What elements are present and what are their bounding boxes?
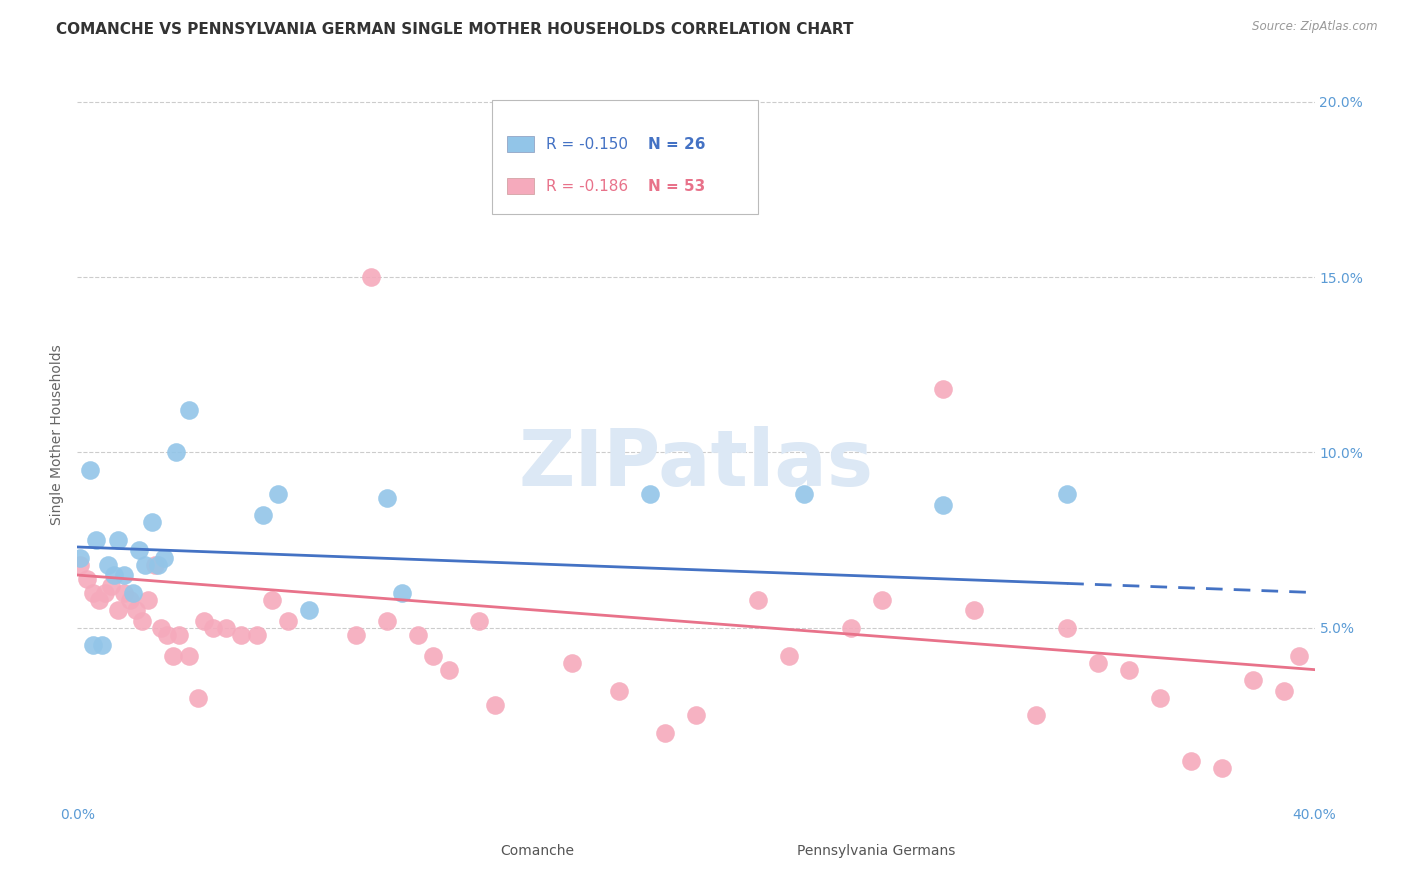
Point (118, 592, 141, 607)
Point (246, 627, 269, 641)
Point (131, 614, 153, 628)
Point (141, 516, 163, 530)
Point (360, 270, 382, 285)
Text: Comanche: Comanche (501, 844, 575, 857)
Text: R = -0.150: R = -0.150 (547, 136, 628, 152)
Text: N = 53: N = 53 (648, 178, 704, 194)
Point (165, 445, 187, 459)
Point (84, 533, 107, 547)
Point (422, 648, 444, 663)
Point (778, 648, 800, 663)
Point (143, 558, 166, 572)
Point (193, 614, 215, 628)
Point (87, 592, 110, 607)
FancyBboxPatch shape (492, 100, 758, 214)
Point (128, 543, 150, 558)
Point (153, 550, 176, 565)
Point (406, 627, 429, 641)
Point (146, 558, 169, 572)
Point (1087, 656, 1109, 670)
Point (437, 663, 460, 677)
Text: R = -0.186: R = -0.186 (547, 178, 628, 194)
Point (149, 621, 172, 635)
Point (391, 585, 413, 599)
Point (685, 708, 707, 723)
Point (1025, 708, 1047, 723)
Point (298, 603, 321, 617)
Point (1056, 621, 1078, 635)
Point (793, 487, 815, 501)
Point (94, 585, 117, 599)
Point (747, 592, 769, 607)
Point (1288, 648, 1310, 663)
Point (267, 487, 290, 501)
Point (76, 572, 98, 586)
Point (262, 592, 284, 607)
Point (91, 638, 114, 652)
Point (215, 621, 238, 635)
Point (344, 627, 367, 641)
Point (103, 568, 125, 582)
Point (839, 621, 862, 635)
Bar (475, 844, 498, 857)
Point (177, 648, 200, 663)
Point (82, 585, 104, 599)
Point (1056, 487, 1078, 501)
Point (638, 487, 661, 501)
Point (69, 550, 91, 565)
Point (107, 603, 129, 617)
Text: COMANCHE VS PENNSYLVANIA GERMAN SINGLE MOTHER HOUSEHOLDS CORRELATION CHART: COMANCHE VS PENNSYLVANIA GERMAN SINGLE M… (56, 22, 853, 37)
Point (125, 603, 148, 617)
Point (107, 533, 129, 547)
Point (162, 648, 184, 663)
Point (138, 592, 160, 607)
Point (654, 725, 676, 739)
Point (112, 568, 135, 582)
Point (156, 627, 179, 641)
Point (1118, 663, 1140, 677)
Point (169, 627, 191, 641)
Point (122, 585, 145, 599)
Bar (773, 844, 794, 857)
Point (1241, 673, 1264, 687)
Point (1272, 683, 1295, 698)
Point (79, 463, 101, 477)
Point (561, 656, 583, 670)
Point (97, 558, 120, 572)
Point (468, 614, 491, 628)
Point (1149, 690, 1171, 705)
Text: Source: ZipAtlas.com: Source: ZipAtlas.com (1253, 20, 1378, 33)
Bar (506, 136, 534, 153)
Point (187, 690, 209, 705)
Point (82, 638, 104, 652)
Point (375, 491, 398, 505)
Point (69, 558, 91, 572)
Point (1180, 754, 1202, 768)
Point (870, 592, 893, 607)
Point (134, 558, 156, 572)
Text: Pennsylvania Germans: Pennsylvania Germans (797, 844, 956, 857)
Point (277, 614, 299, 628)
Y-axis label: Single Mother Households: Single Mother Households (51, 344, 65, 525)
Point (100, 578, 122, 592)
Point (252, 508, 274, 523)
Text: ZIPatlas: ZIPatlas (519, 426, 873, 502)
Point (932, 498, 955, 512)
Point (1211, 761, 1233, 775)
Point (484, 698, 506, 712)
Point (202, 621, 225, 635)
Point (607, 683, 630, 698)
Bar (506, 178, 534, 194)
Text: N = 26: N = 26 (648, 136, 706, 152)
Point (112, 585, 135, 599)
Point (375, 614, 398, 628)
Point (932, 382, 955, 396)
Point (231, 627, 253, 641)
Point (177, 403, 200, 417)
Point (963, 603, 986, 617)
